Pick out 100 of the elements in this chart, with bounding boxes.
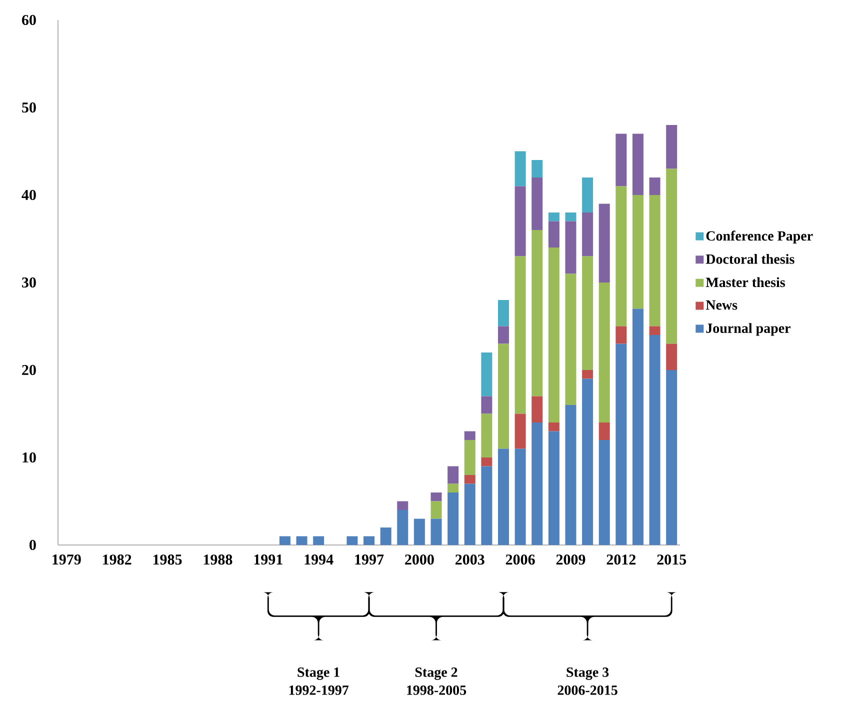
bar — [279, 536, 290, 545]
bar — [430, 492, 442, 502]
bar — [464, 474, 476, 484]
bar — [364, 536, 375, 545]
bar — [598, 204, 610, 282]
y-tick-label: 60 — [22, 14, 36, 26]
bar — [616, 186, 627, 326]
legend-label: Doctoral thesis — [706, 254, 794, 264]
bar — [582, 256, 594, 370]
bar — [666, 168, 678, 344]
bar — [514, 414, 526, 449]
bar — [632, 194, 644, 309]
bar — [481, 457, 492, 466]
y-tick-label: 50 — [22, 102, 36, 113]
bar — [481, 352, 492, 396]
bar — [582, 370, 594, 379]
bar — [464, 440, 476, 475]
text: 1992-1997 — [289, 686, 349, 695]
bar — [632, 134, 644, 195]
x-tick-label: 2009 — [556, 554, 586, 565]
legend-label: Conference Paper — [706, 230, 813, 244]
bar — [514, 186, 526, 256]
bar — [532, 177, 543, 230]
text: Stage 3 — [566, 668, 609, 680]
bar — [397, 510, 408, 545]
x-tick-label: 2012 — [606, 554, 636, 565]
bar — [296, 536, 308, 545]
bar — [448, 492, 459, 545]
legend-label: News — [706, 300, 738, 310]
bar — [498, 448, 509, 545]
bar — [514, 448, 526, 545]
bar — [532, 396, 543, 422]
y-tick-label: 20 — [22, 364, 36, 376]
bar — [532, 422, 543, 545]
bar — [548, 422, 560, 432]
bar — [397, 501, 408, 510]
x-tick-label: 1991 — [254, 554, 282, 565]
bar — [649, 177, 660, 195]
y-tick-label: 0 — [30, 540, 36, 550]
bar — [616, 344, 627, 545]
bar — [565, 212, 576, 222]
bar — [380, 527, 392, 545]
bar — [666, 344, 678, 370]
bar — [565, 404, 576, 545]
bar — [616, 326, 627, 344]
x-tick-label: 1994 — [304, 554, 334, 565]
legend-label: Journal paper — [706, 323, 790, 336]
x-tick-label: 1982 — [103, 554, 132, 565]
bar — [565, 274, 576, 405]
bar — [548, 212, 560, 222]
bar — [514, 256, 526, 414]
bar — [346, 536, 358, 545]
bar — [666, 124, 678, 169]
bar — [548, 247, 560, 422]
bar — [649, 194, 660, 326]
y-tick-label: 10 — [22, 452, 36, 463]
x-tick-label: 2015 — [657, 554, 686, 565]
bar — [598, 440, 610, 545]
bar — [532, 230, 543, 396]
bar — [498, 326, 509, 344]
bar — [481, 466, 492, 545]
legend-label: Master thesis — [706, 277, 785, 288]
x-tick-label: 1979 — [52, 554, 81, 565]
bar — [498, 344, 509, 449]
x-tick-label: 2003 — [455, 554, 484, 565]
bar — [313, 536, 324, 545]
bar — [632, 308, 644, 545]
bar — [464, 484, 476, 545]
y-tick-label: 30 — [22, 277, 36, 288]
bar — [649, 326, 660, 335]
x-tick-label: 1985 — [153, 554, 182, 565]
bar — [565, 221, 576, 274]
bar — [448, 484, 459, 492]
bar — [430, 518, 442, 545]
text: Stage 2 — [415, 668, 458, 680]
bar — [666, 370, 678, 545]
bar — [548, 221, 560, 248]
x-tick-label: 2006 — [506, 554, 535, 565]
bar — [598, 422, 610, 440]
bar — [464, 431, 476, 440]
bar — [414, 518, 425, 545]
x-tick-label: 2000 — [405, 554, 434, 565]
bar — [582, 177, 594, 212]
text: 2006-2015 — [558, 685, 618, 695]
bar — [616, 134, 627, 186]
bar — [582, 378, 594, 545]
bar — [430, 501, 442, 519]
bar — [481, 396, 492, 414]
x-tick-label: 1988 — [204, 554, 232, 565]
bar — [448, 466, 459, 484]
bar — [582, 212, 594, 256]
text: 1998-2005 — [407, 685, 466, 695]
bar — [481, 414, 492, 458]
x-tick-label: 1997 — [355, 554, 384, 565]
bar — [514, 151, 526, 186]
bar — [598, 282, 610, 422]
bar — [548, 431, 560, 545]
bar — [498, 300, 509, 326]
text: Stage 1 — [298, 668, 340, 680]
y-tick-label: 40 — [22, 190, 36, 200]
